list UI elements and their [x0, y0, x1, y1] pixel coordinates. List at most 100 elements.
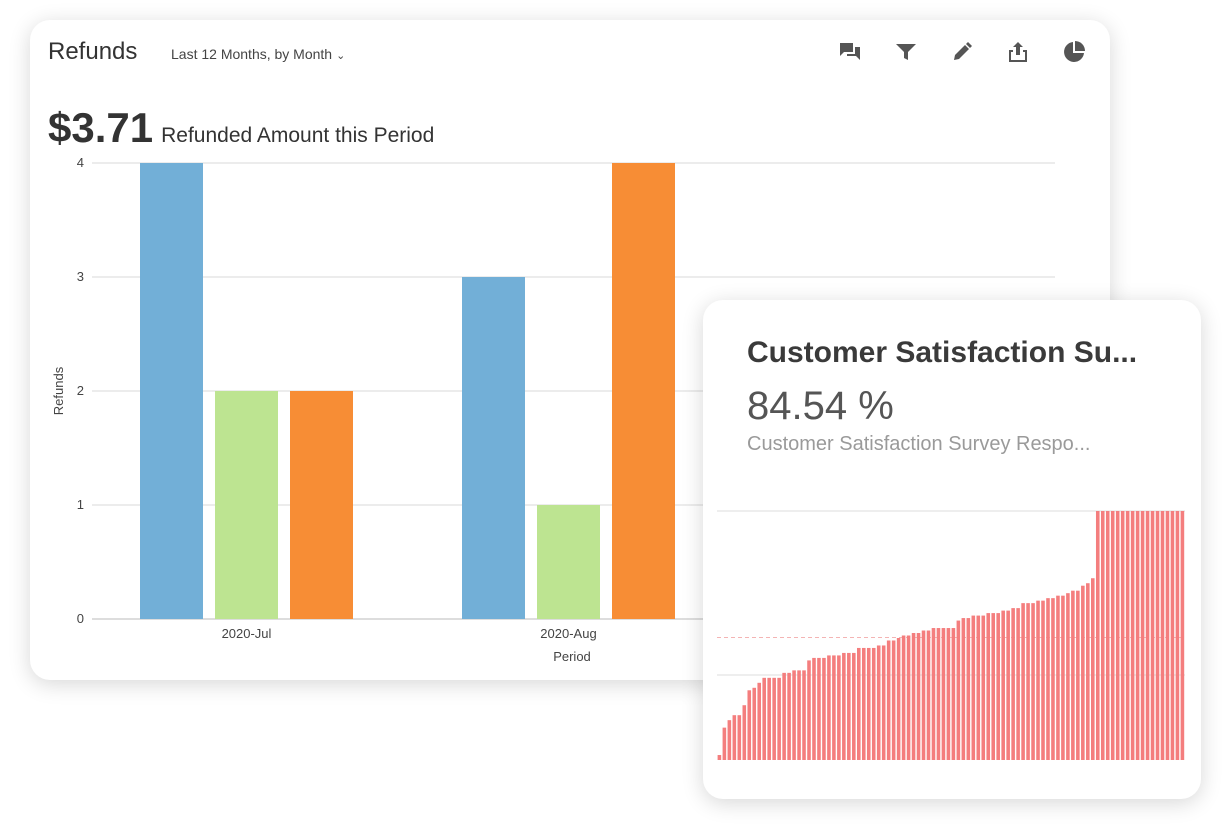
- bar: [832, 655, 836, 760]
- bar: [1115, 511, 1120, 760]
- bar: [752, 687, 757, 760]
- bar: [782, 672, 786, 760]
- bar: [787, 672, 791, 760]
- bar: [1120, 511, 1125, 760]
- bar: [732, 715, 737, 760]
- bar: [757, 682, 762, 760]
- bar: [737, 715, 742, 760]
- bar: [866, 647, 871, 760]
- bar: [1095, 511, 1100, 760]
- share-icon: [1009, 42, 1027, 62]
- bar: [876, 645, 881, 760]
- share-button[interactable]: [1004, 40, 1032, 64]
- bar: [812, 657, 816, 760]
- bar: [747, 690, 752, 760]
- chevron-down-icon: ⌄: [336, 50, 346, 62]
- bar: [1150, 511, 1155, 760]
- bar: [1021, 603, 1025, 760]
- bar: [971, 615, 976, 760]
- y-tick-label: 0: [77, 611, 84, 626]
- bar: [215, 391, 278, 619]
- bar: [762, 677, 766, 760]
- bar: [822, 657, 826, 760]
- bar: [290, 391, 353, 619]
- bar: [797, 670, 801, 760]
- bar: [1155, 511, 1160, 760]
- bar: [612, 163, 675, 619]
- bar: [827, 655, 831, 760]
- card-toolbar: [836, 40, 1088, 64]
- bar: [1056, 595, 1060, 760]
- bar: [946, 628, 951, 760]
- bar: [1135, 511, 1140, 760]
- bar: [1081, 585, 1085, 760]
- period-label: Last 12 Months, by Month: [171, 46, 333, 62]
- bar: [1100, 511, 1105, 760]
- filter-button[interactable]: [892, 40, 920, 64]
- bar: [1036, 600, 1040, 760]
- bar: [976, 615, 981, 760]
- y-tick-label: 4: [77, 155, 84, 170]
- bar: [1011, 608, 1015, 760]
- bar: [722, 727, 727, 760]
- bar: [881, 645, 886, 760]
- y-tick-label: 3: [77, 269, 84, 284]
- bar: [1140, 511, 1145, 760]
- kpi-value: $3.71: [48, 104, 154, 151]
- bar: [727, 720, 732, 760]
- bar: [802, 670, 806, 760]
- y-tick-label: 2: [77, 383, 84, 398]
- y-axis-title: Refunds: [51, 366, 66, 415]
- bar: [792, 670, 796, 760]
- bar: [1125, 511, 1130, 760]
- bar: [1046, 598, 1050, 760]
- bar: [931, 628, 936, 760]
- bar: [916, 633, 921, 760]
- x-tick-label: 2020-Aug: [540, 626, 596, 641]
- edit-button[interactable]: [948, 40, 976, 64]
- bar: [966, 618, 971, 760]
- refunds-chart: 0 1 2 3 4 2020-Jul 2020-Aug Period Refunds: [51, 155, 1055, 664]
- bar: [772, 677, 776, 760]
- bar: [1175, 511, 1180, 760]
- bar: [847, 652, 851, 760]
- csat-chart: [717, 510, 1185, 760]
- y-tick-label: 1: [77, 497, 84, 512]
- bar: [911, 633, 916, 760]
- bar: [1066, 593, 1070, 760]
- bar: [886, 640, 891, 760]
- bar: [861, 647, 866, 760]
- bar: [1110, 511, 1115, 760]
- csat-card: Customer Satisfaction Su... 84.54 % Cust…: [703, 300, 1201, 799]
- bar: [852, 652, 856, 760]
- bar: [767, 677, 771, 760]
- bar: [871, 647, 876, 760]
- bar: [891, 640, 896, 760]
- bar: [1061, 595, 1065, 760]
- bar: [1071, 590, 1075, 760]
- bar: [986, 613, 991, 760]
- edit-icon: [954, 42, 972, 60]
- bar: [961, 618, 966, 760]
- bar: [1145, 511, 1150, 760]
- x-axis-title: Period: [553, 649, 591, 664]
- kpi-label: Refunded Amount this Period: [161, 124, 435, 147]
- bar: [936, 628, 941, 760]
- bar: [742, 705, 747, 760]
- bar: [896, 637, 901, 760]
- chart-type-button[interactable]: [1060, 40, 1088, 64]
- bar: [1086, 583, 1090, 760]
- bar: [1001, 610, 1005, 760]
- comments-button[interactable]: [836, 40, 864, 64]
- pie-chart-icon: [1064, 41, 1085, 62]
- comments-icon: [840, 43, 860, 60]
- bar: [1170, 511, 1175, 760]
- bar: [857, 647, 861, 760]
- bar: [537, 505, 600, 619]
- bar: [1076, 590, 1080, 760]
- bar: [817, 657, 821, 760]
- period-dropdown[interactable]: Last 12 Months, by Month ⌄: [171, 46, 345, 62]
- bar: [921, 630, 926, 760]
- bar: [1180, 511, 1185, 760]
- bar: [956, 620, 961, 760]
